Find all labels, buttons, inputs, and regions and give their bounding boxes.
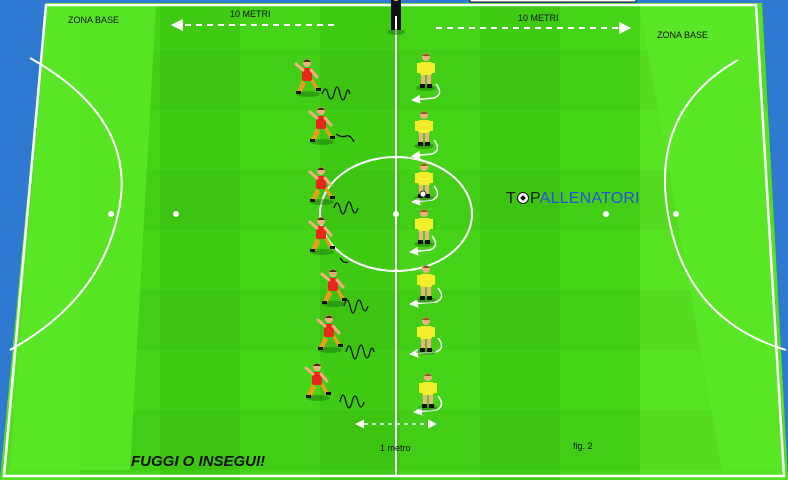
drill-title: FUGGI O INSEGUI! (131, 453, 266, 470)
soccer-ball-icon (516, 192, 529, 204)
figure-label: fig. 2 (573, 441, 593, 451)
referee-figure (387, 0, 405, 35)
topallenatori-logo: T PALLENATORI (506, 190, 640, 208)
spacing-label: 1 metro (380, 443, 411, 453)
logo-text: ALLENATORI (539, 190, 640, 207)
zona-base-left-label: ZONA BASE (68, 15, 120, 25)
logo-letter-t: T (506, 190, 516, 207)
logo-letter-p: P (529, 190, 540, 207)
ball (419, 190, 427, 198)
zona-base-right-label: ZONA BASE (657, 30, 709, 40)
distance-right-label: 10 METRI (518, 13, 559, 23)
distance-left-label: 10 METRI (230, 9, 271, 19)
